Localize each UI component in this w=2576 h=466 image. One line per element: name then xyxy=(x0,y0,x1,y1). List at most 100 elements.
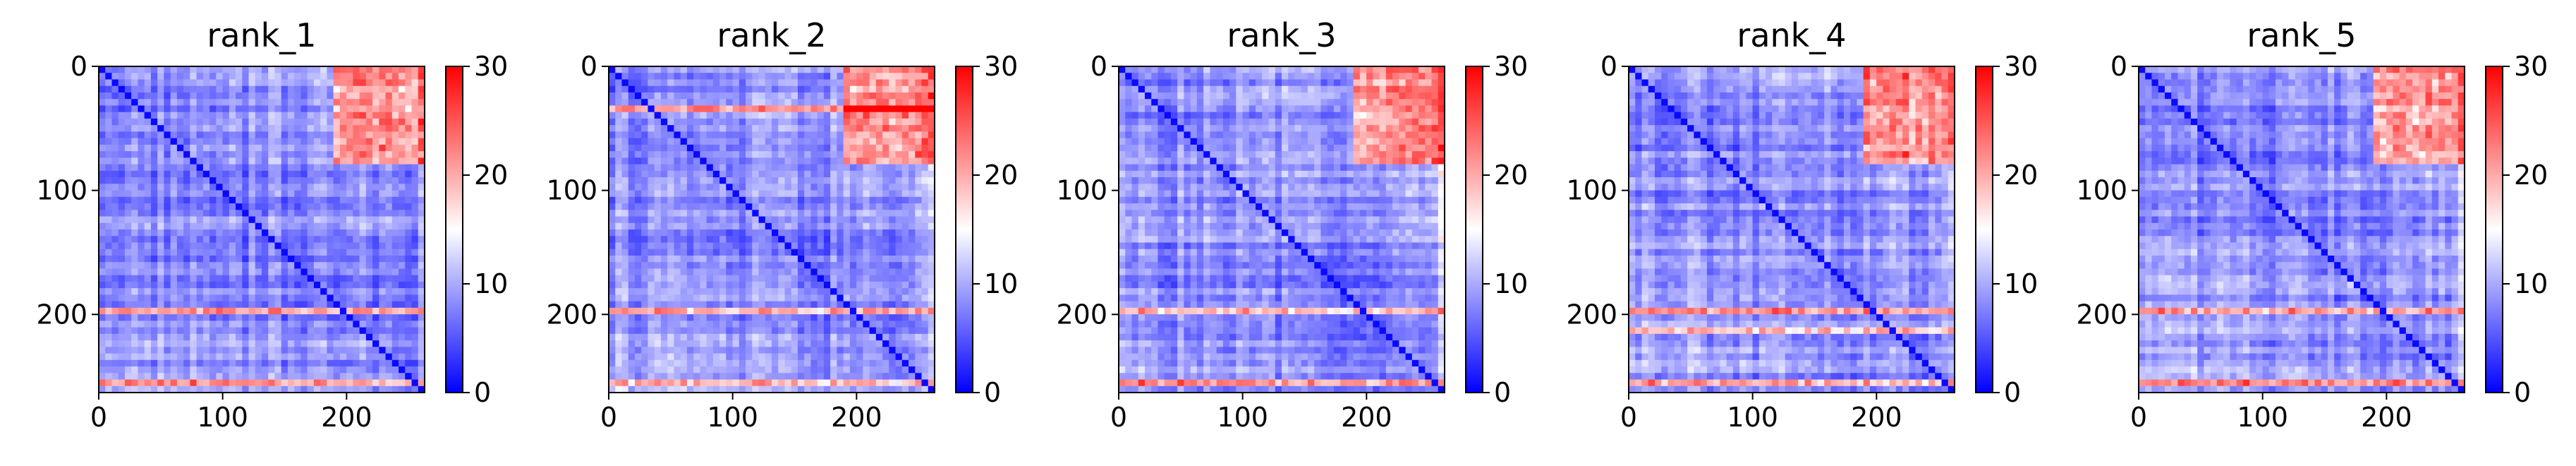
heatmap-cell xyxy=(818,366,825,374)
heatmap-cell xyxy=(183,366,190,374)
heatmap-cell xyxy=(693,112,700,119)
heatmap-cell xyxy=(889,157,896,165)
heatmap-cell xyxy=(171,184,178,191)
heatmap-cell xyxy=(798,131,805,138)
heatmap-cell xyxy=(700,184,707,191)
heatmap-cell xyxy=(249,366,256,374)
heatmap-cell xyxy=(837,236,844,243)
heatmap-cell xyxy=(752,294,759,301)
heatmap-cell xyxy=(151,99,158,106)
heatmap-cell xyxy=(733,105,740,112)
heatmap-cell xyxy=(288,79,295,86)
heatmap-cell xyxy=(909,165,916,172)
heatmap-cell xyxy=(784,177,791,184)
heatmap-cell xyxy=(693,73,700,80)
heatmap-cell xyxy=(615,119,622,126)
heatmap-cell xyxy=(733,66,740,73)
heatmap-cell xyxy=(635,249,642,256)
heatmap-cell xyxy=(111,165,119,172)
heatmap-cell xyxy=(203,288,210,295)
heatmap-cell xyxy=(125,288,132,295)
heatmap-cell xyxy=(334,354,341,361)
heatmap-cell xyxy=(138,223,145,230)
heatmap-cell xyxy=(844,119,851,126)
heatmap-cell xyxy=(609,262,616,269)
heatmap-cell xyxy=(752,373,759,380)
heatmap-cell xyxy=(405,86,412,93)
heatmap-cell xyxy=(752,236,759,243)
heatmap-cell xyxy=(726,119,733,126)
heatmap-cell xyxy=(340,145,347,152)
heatmap-cell xyxy=(183,210,190,217)
heatmap-cell xyxy=(99,249,106,256)
heatmap-cell xyxy=(850,184,857,191)
heatmap-cell xyxy=(183,157,190,165)
heatmap-cell xyxy=(183,217,190,224)
heatmap-cell xyxy=(138,125,145,132)
heatmap-cell xyxy=(171,347,178,354)
heatmap-cell xyxy=(164,268,171,275)
heatmap-cell xyxy=(641,203,648,210)
heatmap-cell xyxy=(837,165,844,172)
heatmap-cell xyxy=(300,138,308,145)
heatmap-cell xyxy=(399,347,406,354)
heatmap-cell xyxy=(111,203,119,210)
heatmap-cell xyxy=(759,282,766,289)
heatmap-cell xyxy=(628,157,636,165)
heatmap-cell xyxy=(111,242,119,249)
heatmap-cell xyxy=(896,321,903,328)
heatmap-cell xyxy=(138,210,145,217)
heatmap-cell xyxy=(177,334,184,341)
heatmap-cell xyxy=(759,321,766,328)
heatmap-cell xyxy=(236,92,243,100)
heatmap-cell xyxy=(314,210,321,217)
heatmap-cell xyxy=(346,321,353,328)
heatmap-cell xyxy=(216,354,223,361)
heatmap-cell xyxy=(681,373,688,380)
heatmap-cell xyxy=(810,66,818,73)
heatmap-cell xyxy=(850,229,857,237)
heatmap-cell xyxy=(896,112,903,119)
heatmap-cell xyxy=(300,340,308,347)
heatmap-cell xyxy=(99,131,106,138)
heatmap-cell xyxy=(641,301,648,309)
heatmap-cell xyxy=(320,177,327,184)
heatmap-cell xyxy=(366,177,373,184)
heatmap-cell xyxy=(863,380,870,387)
heatmap-cell xyxy=(713,99,720,106)
heatmap-cell xyxy=(765,197,772,204)
heatmap-cell xyxy=(138,328,145,335)
heatmap-cell xyxy=(882,366,889,374)
heatmap-cell xyxy=(281,249,288,256)
heatmap-cell xyxy=(661,282,668,289)
heatmap-cell xyxy=(876,328,883,335)
heatmap-cell xyxy=(223,249,230,256)
heatmap-cell xyxy=(856,236,863,243)
heatmap-cell xyxy=(268,373,275,380)
heatmap-cell xyxy=(151,86,158,93)
heatmap-cell xyxy=(157,268,164,275)
heatmap-cell xyxy=(707,131,714,138)
heatmap-cell xyxy=(288,191,295,198)
heatmap-cell xyxy=(707,262,714,269)
heatmap-cell xyxy=(896,92,903,100)
heatmap-cell xyxy=(784,92,791,100)
heatmap-cell xyxy=(772,99,779,106)
heatmap-cell xyxy=(870,354,877,361)
heatmap-cell xyxy=(700,210,707,217)
heatmap-cell xyxy=(609,157,616,165)
heatmap-cell xyxy=(203,145,210,152)
heatmap-cell xyxy=(856,105,863,112)
heatmap-cell xyxy=(366,184,373,191)
heatmap-cell xyxy=(379,294,386,301)
heatmap-cell xyxy=(837,125,844,132)
heatmap-cell xyxy=(700,229,707,237)
heatmap-cell xyxy=(399,66,406,73)
heatmap-cell xyxy=(909,197,916,204)
heatmap-cell xyxy=(707,360,714,367)
heatmap-cell xyxy=(844,197,851,204)
heatmap-cell xyxy=(379,112,386,119)
heatmap-cell xyxy=(203,151,210,158)
heatmap-cell xyxy=(249,157,256,165)
heatmap-cell xyxy=(236,347,243,354)
